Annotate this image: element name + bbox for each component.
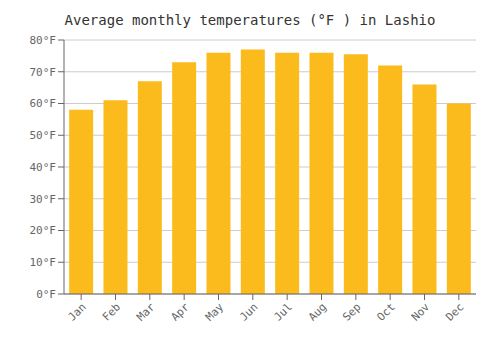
svg-text:20°F: 20°F (30, 224, 57, 237)
svg-text:Jul: Jul (272, 300, 295, 323)
svg-text:30°F: 30°F (30, 193, 57, 206)
svg-text:80°F: 80°F (30, 34, 57, 47)
svg-text:50°F: 50°F (30, 129, 57, 142)
svg-text:Dec: Dec (443, 300, 466, 323)
html-text:Average monthly temperatures (: Average monthly temperatures (°F ) in La… (64, 12, 436, 28)
svg-text:Oct: Oct (375, 300, 398, 323)
svg-text:Sep: Sep (340, 300, 363, 323)
svg-text:10°F: 10°F (30, 256, 57, 269)
svg-text:Feb: Feb (100, 300, 123, 323)
svg-text:0°F: 0°F (36, 288, 56, 301)
svg-text:Mar: Mar (134, 300, 158, 324)
svg-text:70°F: 70°F (30, 66, 57, 79)
svg-text:Aug: Aug (306, 300, 329, 323)
svg-text:Apr: Apr (169, 300, 193, 324)
svg-text:Jun: Jun (237, 300, 260, 323)
svg-text:Nov: Nov (409, 300, 433, 324)
svg-text:May: May (203, 300, 227, 324)
svg-text:Jan: Jan (66, 300, 89, 323)
svg-text:40°F: 40°F (30, 161, 57, 174)
svg-text:60°F: 60°F (30, 97, 57, 110)
